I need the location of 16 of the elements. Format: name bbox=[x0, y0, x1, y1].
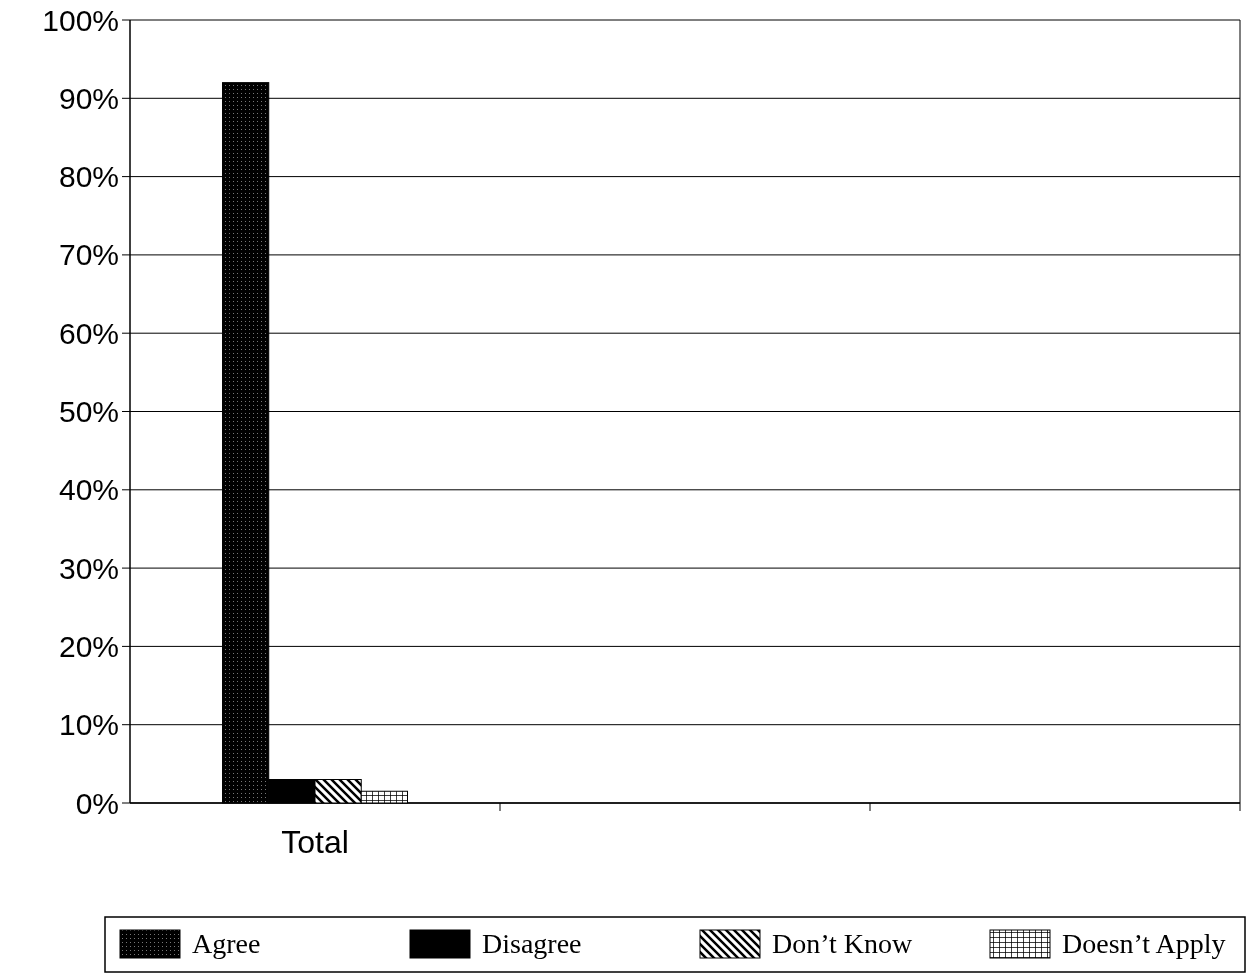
y-tick-label: 10% bbox=[58, 708, 119, 742]
legend-label: Disagree bbox=[482, 928, 582, 959]
y-tick-label: 80% bbox=[58, 160, 119, 194]
legend-label: Doesn’t Apply bbox=[1062, 928, 1226, 959]
y-tick-label: 20% bbox=[58, 629, 119, 663]
y-tick-label: 70% bbox=[58, 238, 119, 272]
y-tick-label: 50% bbox=[58, 395, 119, 428]
y-tick-label: 30% bbox=[58, 551, 119, 585]
legend-label: Agree bbox=[192, 928, 261, 959]
y-tick-label: 60% bbox=[58, 316, 119, 350]
x-tick-label: Total bbox=[281, 824, 349, 860]
legend-label: Don’t Know bbox=[772, 928, 914, 959]
y-tick-label: 100% bbox=[42, 3, 119, 37]
y-tick-label: 90% bbox=[58, 81, 119, 115]
y-tick-label: 40% bbox=[58, 473, 119, 507]
y-tick-label: 0% bbox=[75, 786, 119, 820]
